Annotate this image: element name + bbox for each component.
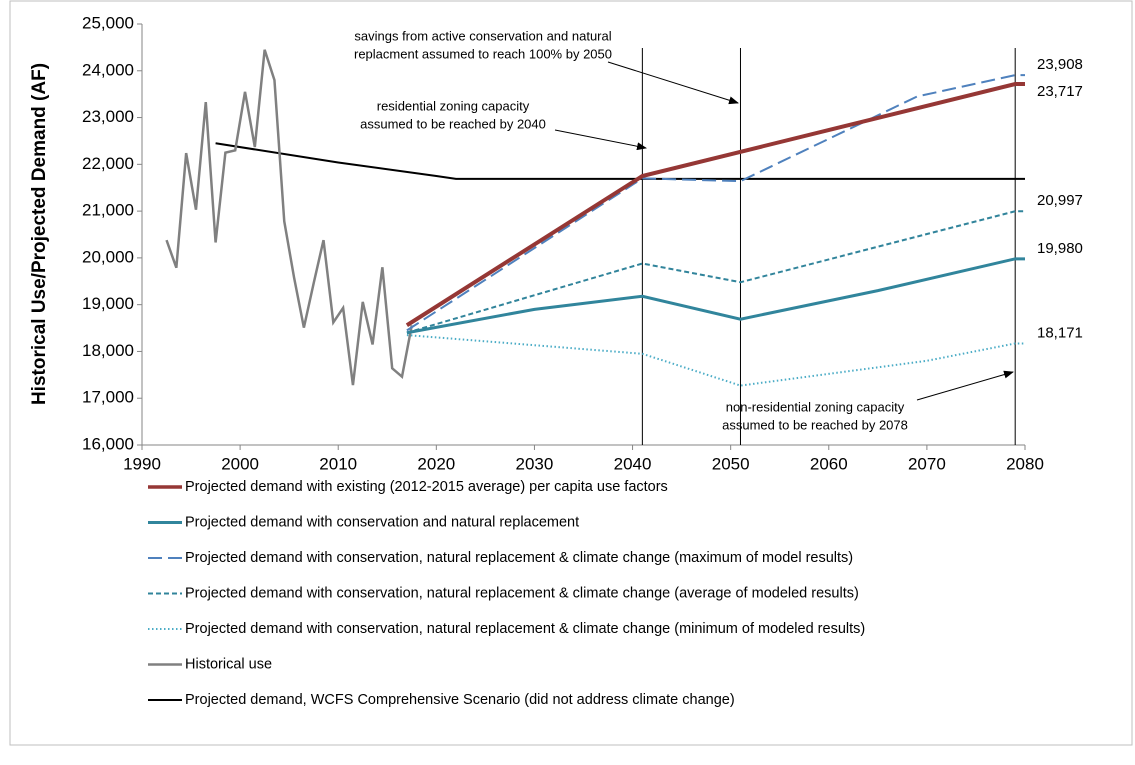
y-tick-label: 20,000 [82,247,134,266]
y-tick-label: 17,000 [82,388,134,407]
annotation-arrow [607,61,739,105]
y-tick-label: 18,000 [82,341,134,360]
y-tick-label: 23,000 [82,107,134,126]
data-label: 23,717 [1037,83,1083,100]
x-tick-label: 2030 [516,454,554,473]
legend-label: Projected demand with existing (2012-201… [185,479,668,495]
y-tick-label: 22,000 [82,154,134,173]
chart-border [9,0,1133,746]
y-tick-label: 24,000 [82,60,134,79]
legend-label: Projected demand with conservation, natu… [185,550,853,566]
data-label: 18,171 [1037,324,1083,341]
series-line [405,82,1025,327]
annotation: residential zoning capacity [377,98,530,113]
annotation: non-residential zoning capacity [726,399,905,414]
series-line [215,142,1025,180]
x-tick-label: 2070 [908,454,946,473]
y-axis-title: Historical Use/Projected Demand (AF) [29,63,50,405]
series-line [406,74,1025,332]
data-label: 23,908 [1037,56,1083,73]
x-tick-label: 2020 [417,454,455,473]
x-tick-label: 2060 [810,454,848,473]
legend-label: Projected demand with conservation, natu… [185,585,859,601]
annotation: assumed to be reached by 2078 [722,417,908,432]
y-tick-label: 16,000 [82,434,134,453]
y-tick-label: 25,000 [82,13,134,32]
series-line [406,257,1025,335]
data-label: 19,980 [1037,240,1083,257]
legend-label: Projected demand, WCFS Comprehensive Sce… [185,692,735,708]
data-label: 20,997 [1037,192,1083,209]
x-tick-label: 2080 [1006,454,1044,473]
annotation: savings from active conservation and nat… [354,28,611,43]
series-line [406,210,1025,334]
annotation-arrow [554,129,647,151]
x-tick-label: 2050 [712,454,750,473]
legend-label: Projected demand with conservation, natu… [185,621,865,637]
x-tick-label: 2040 [614,454,652,473]
series-line [165,49,414,386]
annotation-arrow [916,370,1014,401]
x-tick-label: 2000 [221,454,259,473]
y-tick-label: 21,000 [82,201,134,220]
series-line [406,334,1025,387]
legend-label: Projected demand with conservation and n… [185,514,579,530]
x-tick-label: 1990 [123,454,161,473]
annotation: replacment assumed to reach 100% by 2050 [354,46,612,61]
annotation: assumed to be reached by 2040 [360,116,546,131]
y-tick-label: 19,000 [82,294,134,313]
legend-label: Historical use [185,656,272,672]
x-tick-label: 2010 [319,454,357,473]
